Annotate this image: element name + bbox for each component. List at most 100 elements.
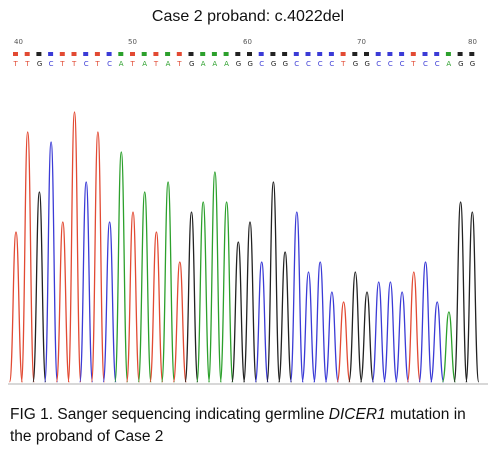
trace-peak [289,211,304,383]
base-call: G [189,60,194,68]
base-call: G [283,60,288,68]
quality-bar [258,52,264,56]
trace-peak [125,211,141,383]
trace-peak [418,261,433,383]
base-call: G [470,60,475,68]
base-call: T [94,60,100,68]
base-call: A [446,60,451,68]
trace-peak [242,221,258,383]
figure-caption: FIG 1. Sanger sequencing indicating germ… [10,404,490,448]
quality-bar [118,52,124,56]
quality-bar [375,52,381,56]
base-call: A [119,60,124,68]
base-call: G [365,60,370,68]
quality-bar [270,52,276,56]
base-call: C [49,60,54,68]
quality-bar [223,52,229,56]
caption-gene: DICER1 [328,406,386,423]
quality-bar [153,52,159,56]
quality-bar [13,52,18,56]
quality-bar [211,52,217,56]
position-tick: 80 [468,38,477,46]
trace-peak [20,131,35,383]
trace-peak [43,141,59,383]
quality-bars [13,52,475,56]
trace-peak [102,221,117,383]
trace-peak [394,291,410,383]
base-call: C [107,60,112,68]
base-call: C [259,60,264,68]
quality-bar [305,52,311,56]
base-call: T [59,60,65,68]
quality-bar [24,52,30,56]
quality-bar [48,52,54,56]
position-tick: 60 [243,38,252,46]
base-call: C [388,60,393,68]
trace-peak [231,241,246,383]
base-call: C [318,60,323,68]
quality-bar [130,52,135,56]
base-call: T [130,60,136,68]
base-call: T [24,60,30,68]
quality-bar [352,52,358,56]
trace-peak [114,151,129,383]
trace-peak [160,181,176,383]
base-call: G [458,60,463,68]
trace-peak [207,171,223,383]
trace-peak [266,181,281,383]
quality-bar [235,52,241,56]
base-call: C [329,60,334,68]
base-call: G [236,60,241,68]
base-call: C [306,60,311,68]
caption-suffix: mutation in the proband of Case 2 [10,406,466,445]
trace-peak [137,191,152,383]
quality-bar [282,52,288,56]
figure-title: Case 2 proband: c.4022del [151,8,345,25]
trace-peak [324,291,340,383]
base-call: G [248,60,253,68]
quality-bar [422,52,428,56]
trace-peak [8,231,24,383]
quality-bar [293,52,299,56]
base-call: A [224,60,229,68]
base-call: T [340,60,346,68]
trace-peak [371,281,386,383]
trace-peak [441,311,457,383]
quality-bar [106,52,112,56]
quality-bar [469,52,475,56]
trace-peak [219,201,234,383]
quality-bar [165,52,171,56]
base-call: C [423,60,428,68]
caption-prefix: FIG 1. Sanger sequencing indicating germ… [10,406,329,423]
base-call: A [212,60,217,68]
base-call: A [166,60,171,68]
base-call: A [142,60,147,68]
trace-peak [301,271,316,383]
position-tick: 40 [14,38,23,46]
quality-bar [434,52,440,56]
quality-bar [83,52,89,56]
quality-bar [317,52,323,56]
position-tick: 50 [128,38,137,46]
base-call: C [84,60,89,68]
trace-peak [184,211,199,383]
base-call: T [13,60,19,68]
trace-peak [348,271,363,383]
trace-peak [359,291,375,383]
base-call: T [153,60,159,68]
base-call: T [176,60,182,68]
quality-bar [247,52,252,56]
quality-bar [457,52,463,56]
quality-bar [387,52,393,56]
trace-peak [149,231,164,383]
quality-bar [340,52,346,56]
trace-peak [67,111,82,383]
quality-bar [94,52,100,56]
base-call: T [71,60,77,68]
base-call: G [271,60,276,68]
quality-bar [399,52,405,56]
quality-bar [445,52,451,56]
quality-bar [176,52,182,56]
base-call: C [400,60,405,68]
